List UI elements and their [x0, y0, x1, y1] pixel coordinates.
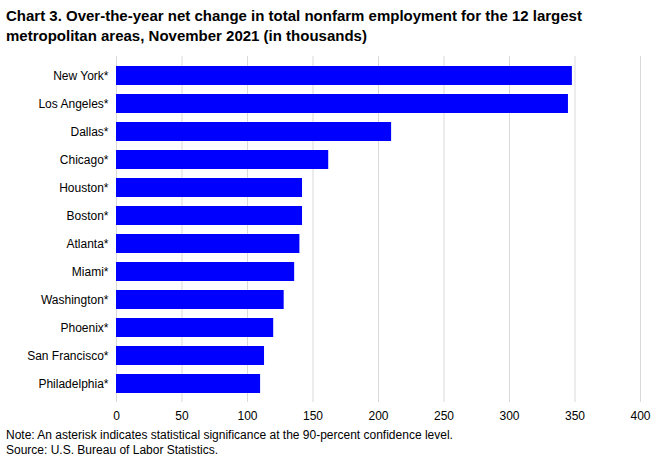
svg-text:350: 350: [565, 409, 585, 423]
html-text:Source: U.S. Bureau of Labor S: Source: U.S. Bureau of Labor Statistics.: [6, 443, 219, 457]
svg-text:Dallas*: Dallas*: [70, 125, 108, 139]
svg-text:Miami*: Miami*: [72, 265, 109, 279]
svg-text:300: 300: [499, 409, 519, 423]
svg-text:Chicago*: Chicago*: [60, 153, 109, 167]
svg-text:50: 50: [175, 409, 189, 423]
svg-text:Phoenix*: Phoenix*: [60, 321, 108, 335]
svg-text:Atlanta*: Atlanta*: [66, 237, 108, 251]
svg-text:0: 0: [113, 409, 120, 423]
svg-text:250: 250: [434, 409, 454, 423]
svg-text:New York*: New York*: [53, 69, 109, 83]
svg-text:200: 200: [368, 409, 388, 423]
svg-text:Philadelphia*: Philadelphia*: [38, 377, 108, 391]
svg-text:150: 150: [303, 409, 323, 423]
svg-text:400: 400: [630, 409, 650, 423]
svg-text:Houston*: Houston*: [59, 181, 109, 195]
html-text:Note: An asterisk indicates st: Note: An asterisk indicates statistical …: [6, 428, 453, 442]
svg-text:Boston*: Boston*: [66, 209, 108, 223]
html-text:Chart 3. Over-the-year net cha: Chart 3. Over-the-year net change in tot…: [6, 7, 582, 44]
svg-text:Los Angeles*: Los Angeles*: [38, 97, 108, 111]
svg-text:San Francisco*: San Francisco*: [27, 349, 109, 363]
svg-text:Washington*: Washington*: [41, 293, 109, 307]
svg-text:100: 100: [237, 409, 257, 423]
